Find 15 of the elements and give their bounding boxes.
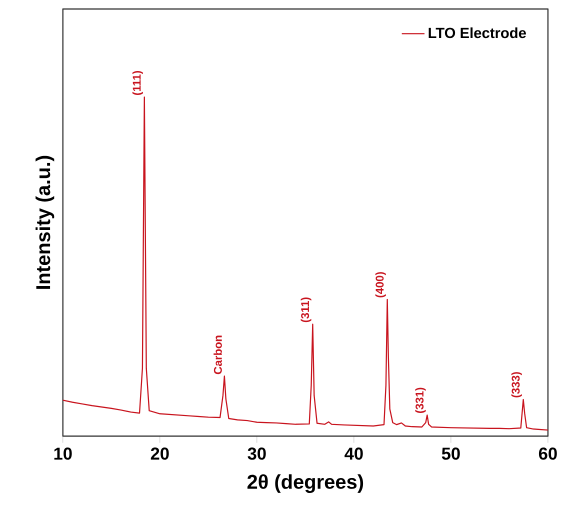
annotation: (311) xyxy=(300,297,312,322)
annotation: (111) xyxy=(132,70,143,95)
x-axis-title: 2θ (degrees) xyxy=(247,474,364,493)
annotation: Carbon xyxy=(214,336,222,374)
x-tick-label: 40 xyxy=(344,448,363,460)
annotation: (400) xyxy=(375,272,386,298)
x-tick-label: 10 xyxy=(54,448,72,460)
x-tick-label: 30 xyxy=(248,448,266,460)
legend-label: LTO Electrode xyxy=(428,27,526,38)
x-tick-label: 50 xyxy=(442,448,460,460)
annotation: (331) xyxy=(415,388,426,413)
x-tick-label: 60 xyxy=(538,448,557,460)
y-axis-title: Intensity (a.u.) xyxy=(36,156,54,289)
annotation: (333) xyxy=(511,372,522,398)
x-tick-label: 20 xyxy=(150,448,169,460)
